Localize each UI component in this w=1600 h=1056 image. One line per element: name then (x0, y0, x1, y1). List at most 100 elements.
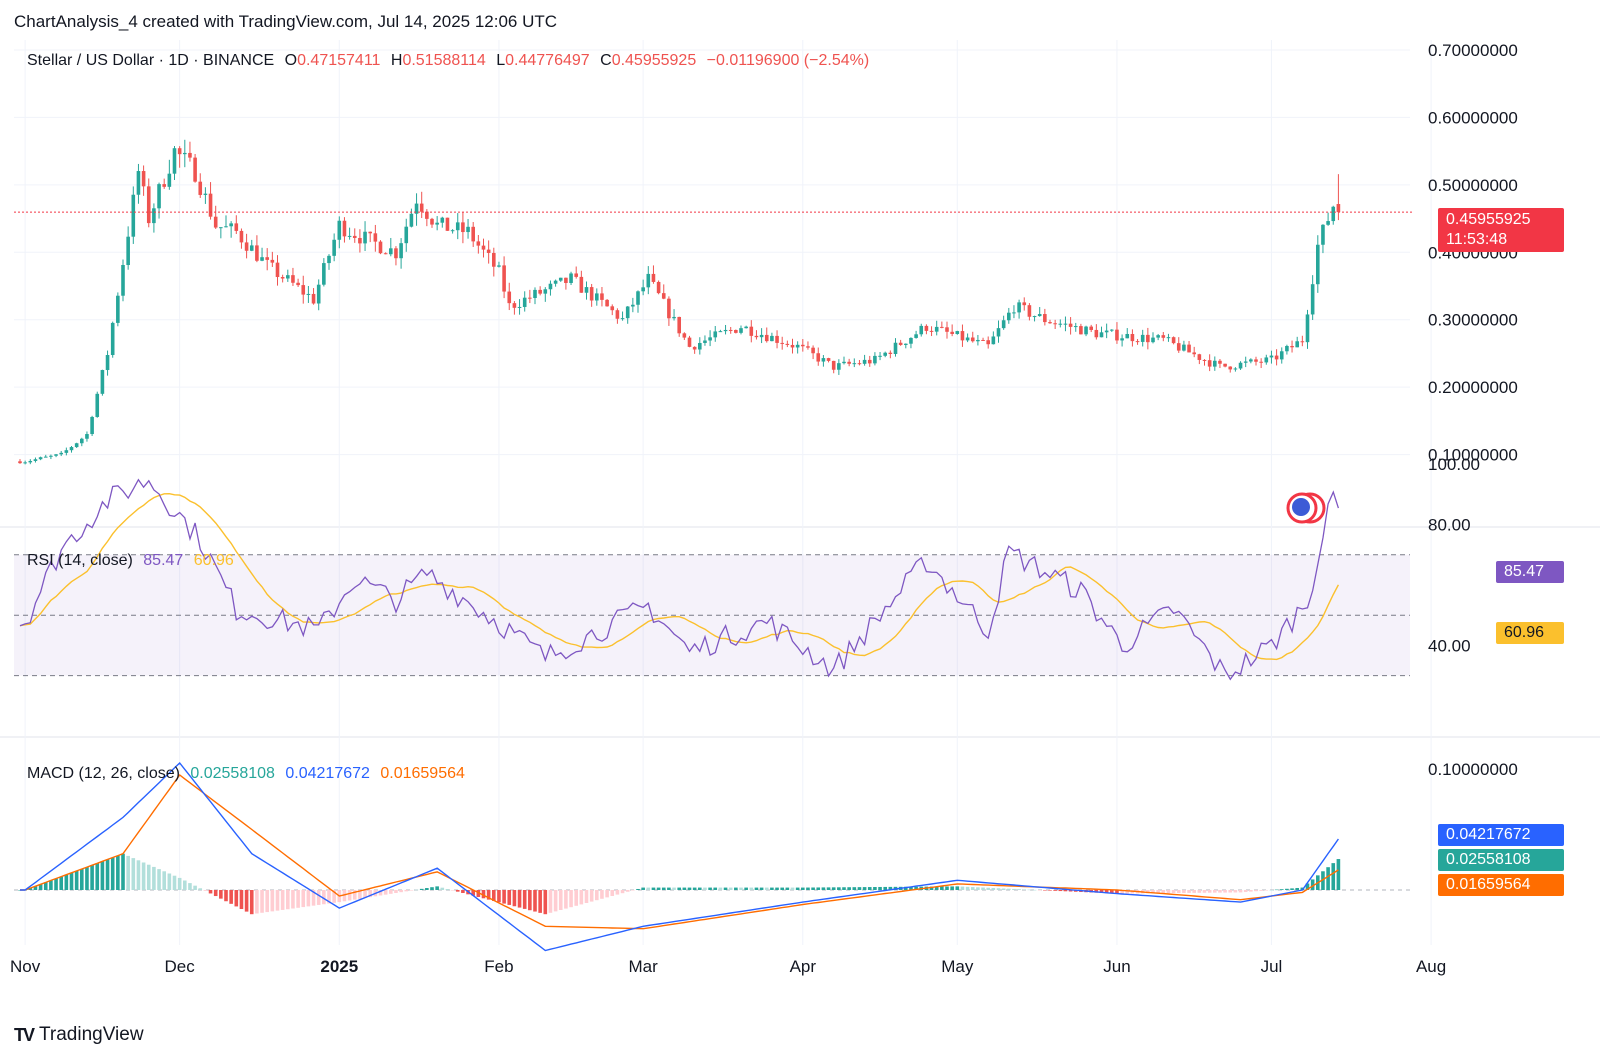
macd-histogram-bar (1310, 879, 1315, 890)
tradingview-logo[interactable]: TV TradingView (14, 1024, 144, 1046)
x-tick-label: Dec (165, 957, 196, 976)
candle-body (146, 186, 151, 224)
macd-histogram-bar (1218, 890, 1222, 893)
macd-histogram-bar (224, 890, 228, 902)
candle-body (558, 277, 563, 281)
macd-histogram-bar (177, 877, 182, 890)
candle-body (1259, 361, 1263, 363)
macd-histogram-bar (981, 887, 985, 890)
candle-body (74, 443, 79, 448)
candle-body (924, 325, 929, 331)
macd-histogram-bar (49, 880, 53, 890)
candle-body (728, 329, 733, 331)
macd-histogram-bar (265, 890, 269, 913)
candle-body (162, 184, 166, 187)
macd-histogram-bar (1279, 889, 1284, 890)
candle-body (677, 316, 681, 334)
macd-histogram-bar (1238, 890, 1243, 893)
candle-body (1228, 366, 1233, 370)
macd-histogram-bar (950, 886, 954, 890)
candle-body (883, 352, 887, 356)
macd-histogram-bar (306, 890, 311, 907)
candle-body (661, 293, 666, 299)
candle-body (1238, 362, 1243, 369)
macd-histogram-bar (301, 890, 306, 908)
candle-body (414, 203, 419, 214)
candle-body (1104, 330, 1109, 333)
macd-histogram-bar (1037, 890, 1042, 891)
macd-histogram-bar (960, 886, 965, 890)
candle-body (358, 237, 362, 244)
macd-histogram-bar (1202, 890, 1207, 893)
candle-body (455, 222, 460, 231)
macd-histogram-bar (316, 890, 321, 905)
macd-histogram-bar (646, 887, 651, 890)
candle-body (682, 333, 687, 338)
candle-body (172, 148, 177, 174)
candle-body (301, 285, 306, 295)
candle-body (322, 263, 326, 285)
macd-histogram-bar (481, 890, 486, 899)
macd-histogram-bar (74, 870, 79, 890)
candle-body (378, 241, 383, 254)
macd-histogram-bar (801, 887, 805, 890)
close-value: C0.45955925 (600, 52, 697, 69)
macd-histogram-bar (234, 890, 239, 907)
candle-body (249, 245, 254, 251)
candle-body (409, 213, 414, 227)
macd-histogram-bar (775, 887, 779, 890)
x-tick-label: Jun (1103, 957, 1130, 976)
macd-histogram-bar (471, 890, 475, 896)
x-tick-label: Jul (1261, 957, 1283, 976)
candle-body (636, 291, 640, 305)
candle-body (1249, 359, 1253, 362)
macd-histogram-bar (852, 887, 857, 890)
candle-body (1017, 302, 1021, 313)
candle-body (1316, 244, 1320, 285)
candle-body (23, 462, 27, 464)
candle-body (419, 203, 424, 212)
candle-body (466, 226, 470, 233)
macd-histogram-bar (533, 890, 537, 912)
macd-histogram-bar (280, 890, 285, 910)
candle-body (589, 287, 594, 301)
macd-histogram-bar (1012, 888, 1016, 890)
candle-body (852, 363, 857, 365)
macd-histogram-bar (1295, 887, 1299, 890)
macd-histogram-bar (574, 890, 578, 906)
candle-body (105, 355, 110, 371)
candle-body (1151, 337, 1155, 343)
macd-histogram-bar (105, 859, 110, 890)
candle-body (49, 455, 53, 457)
macd-histogram-bar (584, 890, 589, 903)
candle-body (584, 287, 589, 293)
candle-body (327, 255, 331, 264)
candle-body (692, 346, 697, 350)
candle-body (1213, 360, 1217, 367)
candle-body (342, 220, 347, 237)
candle-body (723, 329, 728, 332)
candle-body (806, 346, 810, 348)
macd-line (20, 761, 1339, 952)
price-tick-label: 0.10000000 (1428, 446, 1518, 465)
macd-histogram-bar (713, 887, 718, 890)
candle-body (1176, 343, 1181, 351)
candle-body (512, 303, 517, 308)
candle-body (116, 295, 120, 323)
candle-body (1336, 204, 1341, 213)
x-tick-label: 2025 (320, 957, 358, 976)
candle-body (373, 233, 378, 242)
macd-histogram-bar (708, 887, 712, 890)
candle-body (38, 457, 43, 460)
candle-body (507, 291, 512, 304)
candle-body (352, 235, 357, 238)
candle-body (898, 342, 903, 345)
macd-histogram-bar (718, 887, 723, 890)
candle-body (996, 328, 1001, 337)
macd-histogram-bar (152, 866, 156, 890)
candle-body (919, 325, 924, 335)
x-tick-label: Nov (10, 957, 41, 976)
candle-body (306, 293, 311, 295)
macd-histogram-bar (59, 876, 63, 890)
